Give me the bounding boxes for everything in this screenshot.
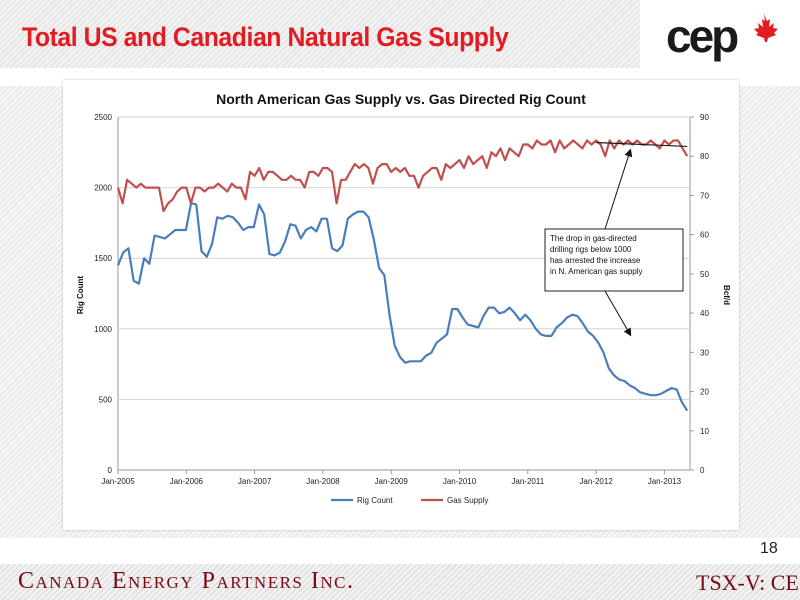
company-name: Canada Energy Partners Inc. bbox=[18, 568, 355, 594]
right-tick-label: 70 bbox=[700, 191, 709, 200]
x-axis-ticks: Jan-2005 Jan-2006 Jan-2007 Jan-2008 Jan-2009… bbox=[101, 470, 682, 486]
series-lines bbox=[116, 139, 689, 412]
left-tick-label: 0 bbox=[108, 466, 113, 475]
annotation-arrow-up bbox=[604, 148, 633, 230]
left-axis-label: Rig Count bbox=[76, 276, 85, 315]
legend-label: Rig Count bbox=[357, 496, 393, 505]
annotation-text-line: drilling rigs below 1000 bbox=[550, 245, 632, 254]
right-tick-label: 90 bbox=[700, 113, 709, 122]
rig-count-line bbox=[116, 201, 689, 412]
x-tick-label: Jan-2007 bbox=[238, 477, 272, 486]
right-tick-label: 60 bbox=[700, 231, 709, 240]
x-tick-label: Jan-2006 bbox=[170, 477, 204, 486]
x-tick-label: Jan-2009 bbox=[375, 477, 409, 486]
right-axis-ticks: 0 10 20 30 40 50 60 70 80 90 bbox=[690, 113, 709, 475]
left-tick-label: 2000 bbox=[94, 184, 112, 193]
right-tick-label: 50 bbox=[700, 270, 709, 279]
cep-logo-text: cep bbox=[666, 10, 738, 62]
left-tick-label: 2500 bbox=[94, 113, 112, 122]
right-tick-label: 80 bbox=[700, 152, 709, 161]
annotation-text-line: in N. American gas supply bbox=[550, 267, 643, 276]
legend: Rig Count Gas Supply bbox=[331, 496, 488, 505]
cep-logo: cep bbox=[666, 10, 778, 62]
annotation-box bbox=[544, 228, 684, 292]
right-axis-label: Bcf/d bbox=[722, 285, 731, 305]
ticker-symbol: TSX-V: CE bbox=[696, 570, 799, 595]
slide-title: Total US and Canadian Natural Gas Supply bbox=[22, 22, 509, 52]
x-tick-label: Jan-2005 bbox=[101, 477, 135, 486]
right-tick-label: 40 bbox=[700, 309, 709, 318]
x-tick-label: Jan-2011 bbox=[511, 477, 544, 486]
annotation-text-line: has arrested the increase bbox=[550, 256, 641, 265]
left-axis-ticks: 0 500 1000 1500 2000 2500 bbox=[94, 113, 112, 475]
left-tick-label: 500 bbox=[99, 395, 113, 404]
maple-leaf-icon bbox=[754, 14, 778, 42]
x-tick-label: Jan-2012 bbox=[579, 477, 613, 486]
left-tick-label: 1500 bbox=[94, 254, 112, 263]
rig-gas-chart: North American Gas Supply vs. Gas Direct… bbox=[76, 91, 731, 505]
chart-title: North American Gas Supply vs. Gas Direct… bbox=[216, 91, 586, 107]
chart-panel: North American Gas Supply vs. Gas Direct… bbox=[63, 80, 739, 530]
annotation-text-line: The drop in gas-directed bbox=[550, 234, 637, 243]
x-tick-label: Jan-2013 bbox=[648, 477, 682, 486]
legend-label: Gas Supply bbox=[447, 496, 488, 505]
left-tick-label: 1000 bbox=[94, 325, 112, 334]
gas-supply-line bbox=[116, 139, 689, 213]
annotation: The drop in gas-directed drilling rigs be… bbox=[544, 148, 684, 337]
right-tick-label: 0 bbox=[700, 466, 705, 475]
gridlines bbox=[117, 116, 691, 471]
right-tick-label: 20 bbox=[700, 388, 709, 397]
x-tick-label: Jan-2010 bbox=[443, 477, 477, 486]
right-tick-label: 30 bbox=[700, 348, 709, 357]
right-tick-label: 10 bbox=[700, 427, 709, 436]
x-tick-label: Jan-2008 bbox=[306, 477, 340, 486]
page-number: 18 bbox=[760, 540, 778, 557]
trend-line bbox=[596, 141, 688, 148]
annotation-arrow-down bbox=[604, 290, 632, 337]
footer-band bbox=[0, 564, 800, 600]
header-band bbox=[0, 0, 640, 68]
